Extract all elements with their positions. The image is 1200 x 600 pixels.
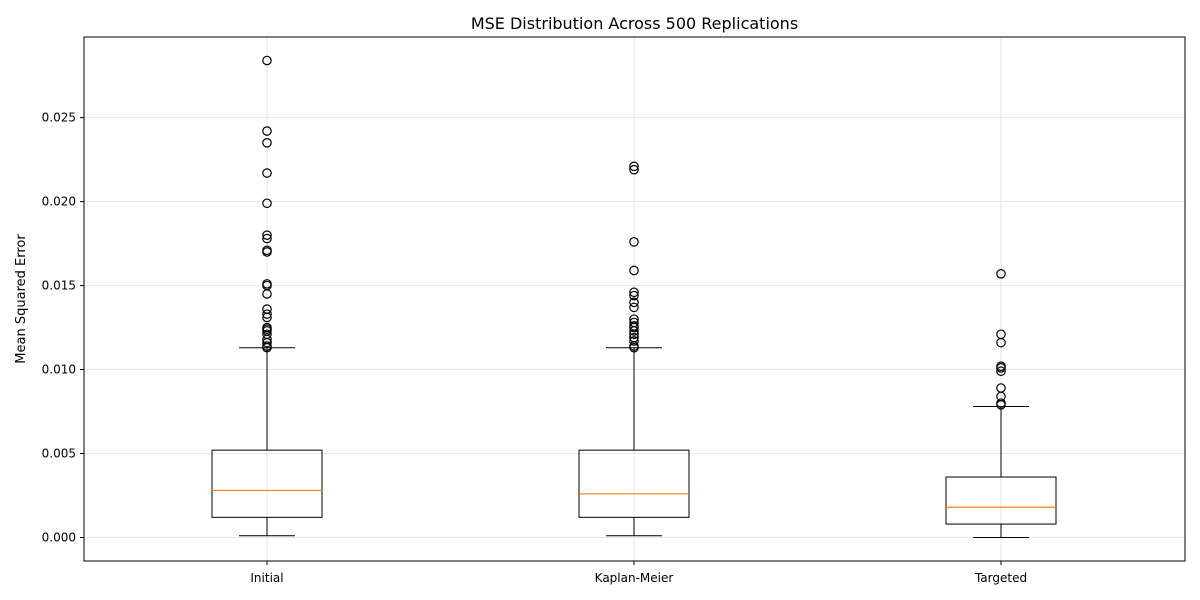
outlier-point bbox=[629, 290, 639, 301]
outlier-point bbox=[629, 302, 639, 313]
outlier-point bbox=[629, 161, 639, 172]
outlier-point bbox=[262, 198, 272, 209]
y-tick-label: 0.005 bbox=[42, 447, 76, 461]
outlier-point bbox=[629, 265, 639, 276]
y-axis-label: Mean Squared Error bbox=[14, 234, 29, 364]
outlier-point bbox=[262, 168, 272, 178]
outlier-point bbox=[996, 366, 1006, 377]
iqr-box bbox=[578, 449, 690, 518]
outlier-point bbox=[629, 336, 639, 346]
outlier-point bbox=[262, 233, 272, 244]
box-group-targeted bbox=[945, 269, 1057, 538]
y-tick-label: 0.025 bbox=[42, 111, 76, 125]
outlier-point bbox=[996, 361, 1006, 371]
x-tick-label: Targeted bbox=[974, 571, 1027, 585]
iqr-box bbox=[945, 476, 1057, 525]
outlier-point bbox=[629, 287, 639, 298]
outlier-point bbox=[629, 297, 639, 308]
outlier-point bbox=[262, 329, 272, 340]
outlier-point bbox=[262, 279, 272, 289]
axes-layer: 0.000 0.005 0.010 0.015 0.020 0.025 Initial Kap… bbox=[42, 111, 1027, 585]
outlier-point bbox=[262, 341, 272, 351]
outlier-point bbox=[262, 322, 272, 333]
outlier-point bbox=[262, 55, 272, 66]
outlier-point bbox=[262, 304, 272, 314]
iqr-box bbox=[211, 449, 323, 518]
x-tick-label: Initial bbox=[250, 571, 283, 585]
y-tick-label: 0.020 bbox=[42, 195, 76, 209]
outlier-point bbox=[996, 383, 1006, 393]
chart-title: MSE Distribution Across 500 Replications bbox=[471, 14, 798, 33]
y-tick-label: 0.015 bbox=[42, 279, 76, 293]
outlier-point bbox=[262, 309, 272, 319]
box-group-kaplan-meier bbox=[578, 161, 690, 537]
outlier-point bbox=[262, 230, 272, 240]
outlier-point bbox=[629, 237, 639, 247]
outlier-point bbox=[996, 398, 1006, 408]
outlier-point bbox=[996, 329, 1006, 340]
outlier-point bbox=[996, 269, 1006, 279]
outlier-point bbox=[629, 321, 639, 331]
x-tick-label: Kaplan-Meier bbox=[595, 571, 674, 585]
outlier-point bbox=[629, 317, 639, 328]
y-tick-label: 0.000 bbox=[42, 530, 76, 544]
y-tick-label: 0.010 bbox=[42, 363, 76, 377]
outlier-point bbox=[262, 126, 272, 136]
box-group-initial bbox=[211, 55, 323, 537]
plot-area bbox=[211, 55, 1057, 538]
outlier-point bbox=[262, 138, 272, 148]
outlier-point bbox=[629, 314, 639, 324]
outlier-point bbox=[262, 245, 272, 256]
outlier-point bbox=[629, 164, 639, 175]
outlier-point bbox=[629, 332, 639, 343]
